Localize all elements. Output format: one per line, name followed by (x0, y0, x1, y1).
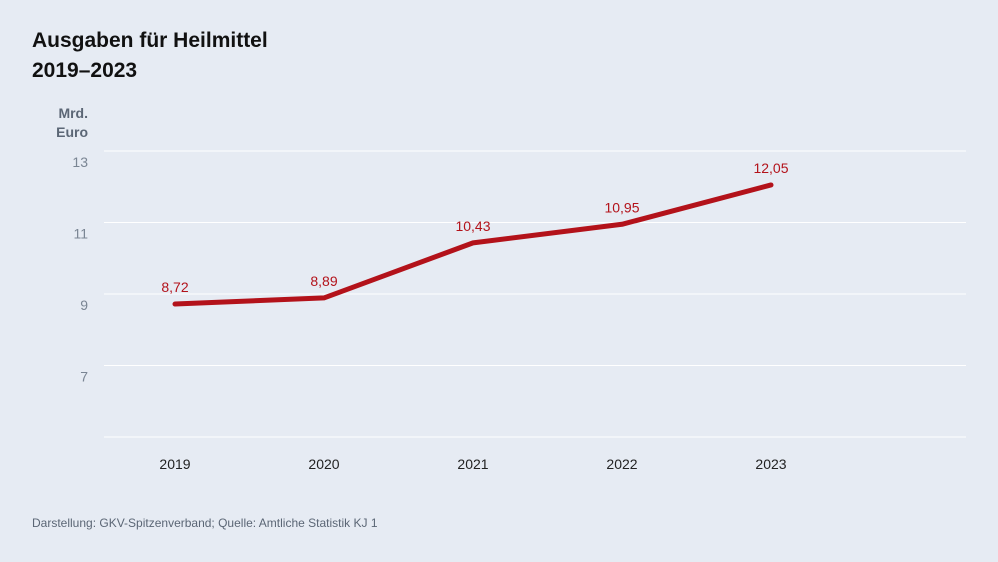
data-label: 8,72 (161, 279, 188, 295)
y-axis-title-line-2: Euro (56, 124, 88, 140)
grid-lines (104, 150, 966, 438)
x-tick-labels: 2019 2020 2021 2022 2023 (159, 456, 786, 472)
chart-title-line-1: Ausgaben für Heilmittel (32, 29, 268, 52)
x-tick-label: 2023 (755, 456, 786, 472)
y-tick-label: 13 (72, 154, 88, 170)
series-line (172, 182, 774, 307)
y-axis-title-line-1: Mrd. (58, 105, 88, 121)
x-tick-label: 2022 (606, 456, 637, 472)
y-tick-label: 7 (80, 369, 88, 385)
data-series (172, 182, 774, 307)
y-axis-title: Mrd. Euro (40, 104, 88, 142)
data-label: 12,05 (753, 160, 788, 176)
x-tick-label: 2019 (159, 456, 190, 472)
x-tick-label: 2020 (308, 456, 339, 472)
chart-title: Ausgaben für Heilmittel 2019–2023 (32, 26, 268, 86)
y-tick-label: 11 (73, 226, 88, 242)
data-labels: 8,72 8,89 10,43 10,95 12,05 (161, 160, 788, 295)
chart-title-line-2: 2019–2023 (32, 59, 138, 82)
data-label: 8,89 (310, 273, 337, 289)
source-note: Darstellung: GKV-Spitzenverband; Quelle:… (32, 516, 378, 530)
data-label: 10,95 (604, 199, 639, 215)
data-label: 10,43 (455, 218, 490, 234)
y-tick-label: 9 (80, 297, 88, 313)
y-tick-labels: 13 11 9 7 (72, 154, 88, 385)
x-tick-label: 2021 (457, 456, 488, 472)
